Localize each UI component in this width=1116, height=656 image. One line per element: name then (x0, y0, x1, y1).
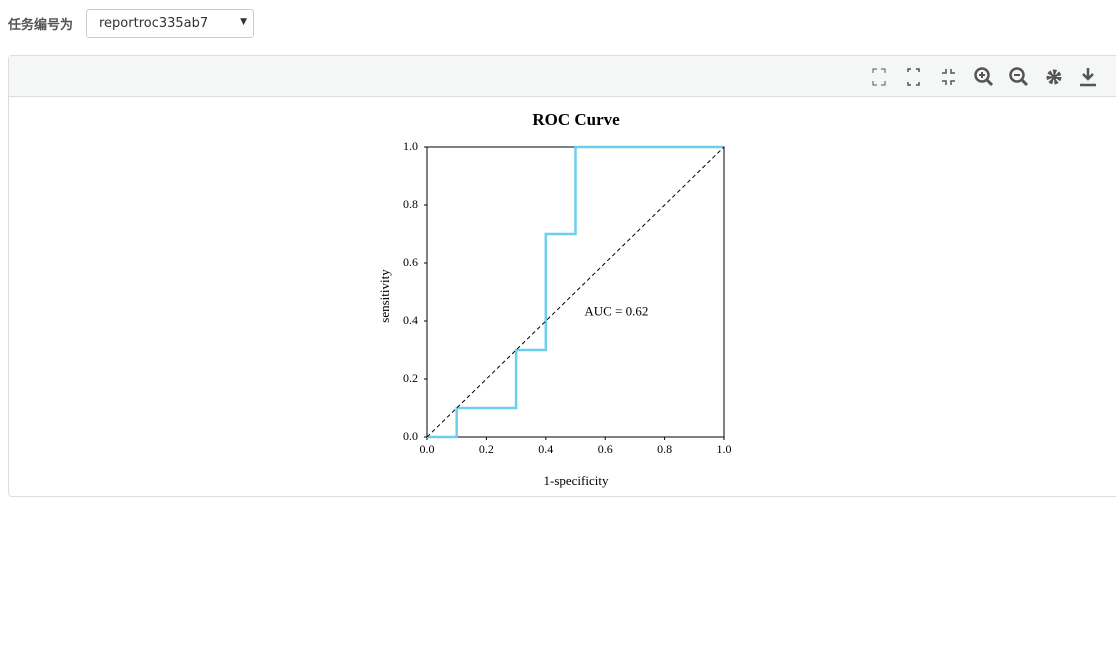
zoom-in-icon[interactable] (974, 67, 994, 87)
x-tick-label: 0.8 (657, 442, 672, 456)
zoom-out-icon[interactable] (1009, 67, 1029, 87)
settings-icon[interactable] (1046, 69, 1062, 85)
y-axis-label: sensitivity (377, 269, 392, 323)
chart-title: ROC Curve (532, 110, 620, 129)
y-tick-label: 0.4 (403, 313, 418, 327)
y-tick-label: 0.6 (403, 255, 418, 269)
expand-icon[interactable] (872, 68, 886, 86)
reference-line (426, 146, 725, 438)
task-select[interactable]: reportroc335ab7 ▼ (86, 9, 254, 38)
select-arrow: ▼ (240, 17, 247, 27)
x-tick-label: 0.2 (479, 442, 494, 456)
x-axis-label: 1-specificity (544, 473, 609, 488)
y-tick-label: 1.0 (403, 139, 418, 153)
field-label: 任务编号为 (8, 18, 74, 33)
annotation: AUC = 0.62 (584, 303, 648, 318)
fullscreen-icon[interactable] (907, 68, 920, 86)
select-value: reportroc335ab7 (99, 16, 209, 31)
y-tick-label: 0.8 (403, 197, 418, 211)
x-tick-label: 0.6 (598, 442, 613, 456)
y-tick-label: 0.2 (403, 371, 418, 385)
y-tick-label: 0.0 (403, 429, 418, 443)
x-tick-label: 0.4 (538, 442, 553, 456)
download-icon[interactable] (1080, 68, 1096, 87)
toolbar-icons (872, 67, 1096, 87)
shrink-icon[interactable] (942, 69, 955, 85)
chart-panel (8, 55, 1116, 497)
x-tick-label: 1.0 (717, 442, 732, 456)
x-tick-label: 0.0 (420, 442, 435, 456)
roc-line (427, 145, 724, 439)
toolbar (9, 56, 1116, 97)
